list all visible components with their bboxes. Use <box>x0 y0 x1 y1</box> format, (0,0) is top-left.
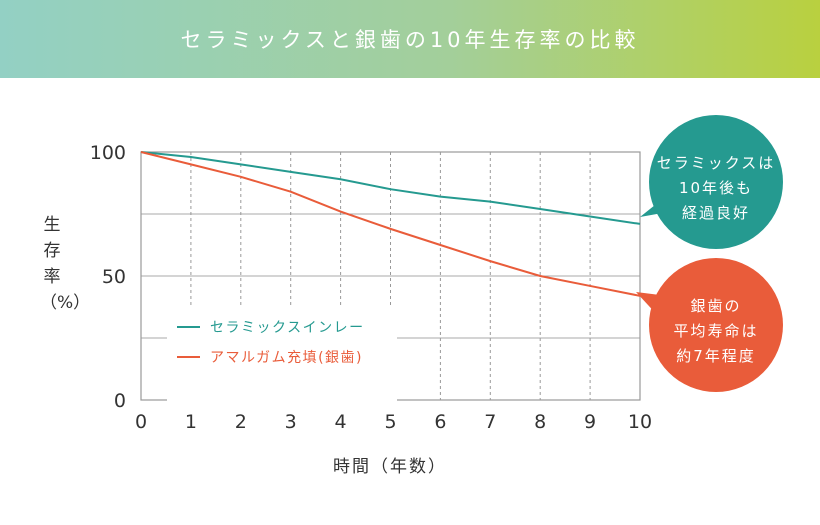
callout-text-0: 経過良好 <box>682 204 750 222</box>
callout-tail-0 <box>640 205 668 217</box>
series-line-1 <box>140 151 641 297</box>
x-tick-label: 6 <box>434 411 446 433</box>
callout-text-0: 10年後も <box>679 179 753 197</box>
x-tick-label: 7 <box>484 411 496 433</box>
callout-bubble-0 <box>649 115 783 249</box>
y-tick-label: 100 <box>90 142 126 164</box>
x-axis-label: 時間（年数） <box>333 457 447 477</box>
x-tick-label: 4 <box>335 411 347 433</box>
series-line-0 <box>140 151 641 225</box>
callout-text-1: 約7年程度 <box>676 347 756 365</box>
x-tick-label: 5 <box>384 411 396 433</box>
x-tick-label: 3 <box>285 411 297 433</box>
x-tick-label: 9 <box>584 411 596 433</box>
callout-text-1: 銀歯の <box>690 297 741 315</box>
y-tick-label: 0 <box>114 390 126 412</box>
x-tick-label: 8 <box>534 411 546 433</box>
callout-text-1: 平均寿命は <box>673 322 758 340</box>
x-tick-label: 0 <box>135 411 147 433</box>
callout-bubble-1 <box>649 258 783 392</box>
x-tick-label: 2 <box>235 411 247 433</box>
x-tick-label: 1 <box>185 411 197 433</box>
callout-text-0: セラミックスは <box>657 154 776 172</box>
chart-title-banner: セラミックスと銀歯の10年生存率の比較 <box>0 0 820 78</box>
x-tick-label: 10 <box>628 411 652 433</box>
chart-title: セラミックスと銀歯の10年生存率の比較 <box>180 28 640 52</box>
legend-label-0: セラミックスインレー <box>210 320 365 336</box>
legend-label-1: アマルガム充填(銀歯) <box>210 350 363 366</box>
legend-box <box>167 308 397 408</box>
y-tick-label: 50 <box>102 266 126 288</box>
